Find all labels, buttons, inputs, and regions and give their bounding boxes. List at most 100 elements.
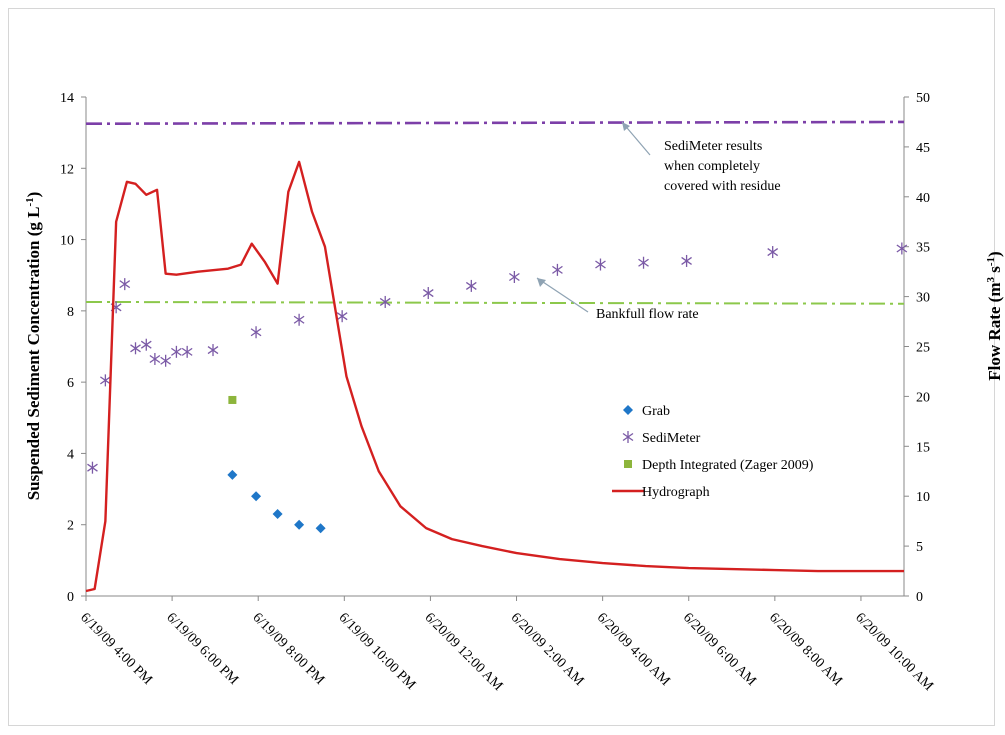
x-tick-label: 6/19/09 8:00 PM — [249, 610, 327, 688]
annotation-bankfull-arrow — [536, 277, 589, 313]
sedimeter-point — [379, 295, 391, 308]
sedimeter-point-stroke — [896, 244, 908, 253]
y-left-tick-label: 0 — [67, 590, 74, 605]
y-right-tick-label: 40 — [916, 191, 930, 206]
grab-point — [272, 509, 283, 520]
legend-label: Hydrograph — [642, 485, 710, 500]
y-right-tick-label: 25 — [916, 341, 930, 356]
sedimeter-point — [422, 287, 434, 300]
sedimeter-point-stroke — [207, 346, 219, 355]
sedimeter-point-stroke — [293, 315, 305, 324]
annotation-bankfull-text: Bankfull flow rate — [596, 307, 699, 322]
data-marks — [85, 160, 908, 593]
y-right-tick-label: 30 — [916, 291, 930, 306]
tick-labels: 0 2 4 6 8 10 12 14 0 5 10 15 20 25 30 35 40 45 50 6/19/09 4… — [60, 91, 936, 694]
y-right-tick-label: 20 — [916, 390, 930, 405]
sedimeter-point-stroke — [552, 265, 563, 274]
y-left-tick-label: 10 — [60, 234, 74, 249]
legend-sedimeter-marker — [622, 431, 634, 443]
x-tick-label: 6/20/09 8:00 AM — [766, 610, 845, 689]
sedimeter-point — [207, 344, 219, 357]
sedimeter-point-stroke — [681, 256, 692, 265]
sedimeter-point-stroke — [250, 328, 262, 337]
x-tick-label: 6/20/09 4:00 AM — [594, 610, 673, 689]
x-tick-label: 6/20/09 10:00 AM — [852, 610, 936, 694]
y-right-tick-label: 15 — [916, 440, 930, 455]
x-tick-label: 6/20/09 6:00 AM — [680, 610, 759, 689]
x-tick-label: 6/19/09 6:00 PM — [163, 610, 241, 688]
grab-point — [294, 519, 305, 530]
hydrograph-line — [85, 160, 904, 593]
sedimeter-point — [638, 256, 649, 269]
annotation-bankfull-arrowhead — [537, 278, 546, 287]
legend-label: Grab — [642, 404, 670, 419]
sedimeter-point — [140, 338, 152, 351]
legend-label: SediMeter — [642, 431, 701, 446]
y-left-tick-label: 2 — [67, 519, 74, 534]
annotation-sedimeter-arrowhead — [622, 122, 630, 131]
sedimeter-point-stroke — [181, 347, 193, 356]
depth-integrated-point — [228, 395, 237, 404]
reference-lines — [85, 120, 905, 305]
sedimeter-point-stroke — [100, 376, 111, 385]
sedimeter-point — [171, 345, 182, 358]
y-right-axis-title: Flow Rate (m3 s-1) — [985, 251, 1004, 380]
y-right-tick-label: 45 — [916, 141, 930, 156]
sedimeter-point-stroke — [171, 347, 182, 356]
x-tick-label: 6/19/09 4:00 PM — [77, 610, 155, 688]
sedimeter-point — [100, 374, 111, 387]
annotation-sedimeter-text: covered with residue — [664, 179, 781, 194]
legend-label: Depth Integrated (Zager 2009) — [642, 458, 814, 473]
x-tick-label: 6/20/09 2:00 AM — [508, 610, 587, 689]
sedimeter-point-stroke — [638, 258, 649, 267]
sedimeter-point — [119, 278, 131, 291]
axes — [81, 96, 909, 601]
sedimeter-point-stroke — [509, 272, 520, 282]
annotation-sedimeter-text: SediMeter results — [664, 139, 762, 154]
grab-point — [315, 523, 326, 534]
annotations: SediMeter results when completely covered … — [536, 121, 781, 322]
sedimeter-point — [595, 258, 606, 271]
sedimeter-point — [250, 326, 262, 339]
bankfull-line — [85, 300, 905, 305]
y-left-tick-label: 14 — [60, 91, 74, 106]
sedimeter-point-stroke — [422, 289, 434, 298]
sedimeter-point — [149, 352, 161, 365]
sedimeter-point-stroke — [595, 260, 606, 269]
y-right-tick-label: 0 — [916, 590, 923, 605]
x-tick-label: 6/19/09 10:00 PM — [335, 610, 418, 693]
y-left-tick-label: 4 — [67, 447, 74, 462]
sedimeter-point — [181, 345, 193, 358]
legend: Grab SediMeter Depth Integrated (Zager 200… — [612, 404, 814, 500]
y-left-axis-title: Suspended Sediment Concentration (g L-1) — [24, 192, 43, 501]
sedimeter-point — [767, 246, 779, 259]
annotation-sedimeter-text: when completely — [664, 159, 760, 174]
sedimeter-point — [160, 354, 172, 367]
y-right-tick-label: 5 — [916, 540, 923, 555]
sedimeter-point — [509, 270, 520, 283]
y-right-tick-label: 10 — [916, 490, 930, 505]
sedimeter-point — [552, 263, 563, 276]
sedimeter-point — [87, 461, 98, 474]
grab-point — [251, 491, 262, 502]
sedimeter-point-stroke — [119, 280, 131, 289]
sedimeter-point — [896, 242, 908, 255]
sedimeter-point — [465, 279, 477, 292]
y-right-tick-label: 35 — [916, 241, 930, 256]
y-left-tick-label: 8 — [67, 305, 74, 320]
sedimeter-point — [130, 342, 141, 355]
chart-frame — [8, 8, 995, 726]
legend-depth-marker — [624, 460, 632, 468]
x-tick-label: 6/20/09 12:00 AM — [422, 610, 506, 694]
y-left-tick-label: 6 — [67, 376, 74, 391]
grab-point — [227, 469, 238, 480]
y-right-tick-label: 50 — [916, 91, 930, 106]
sedimeter-point-stroke — [87, 463, 98, 472]
sedimeter-point-stroke — [160, 356, 172, 365]
sedimeter-point — [336, 310, 348, 323]
sedimeter-point-stroke — [465, 281, 477, 290]
sedimeter-point-stroke — [140, 340, 152, 349]
legend-grab-marker — [623, 405, 633, 415]
sedimeter-point-stroke — [130, 344, 141, 353]
